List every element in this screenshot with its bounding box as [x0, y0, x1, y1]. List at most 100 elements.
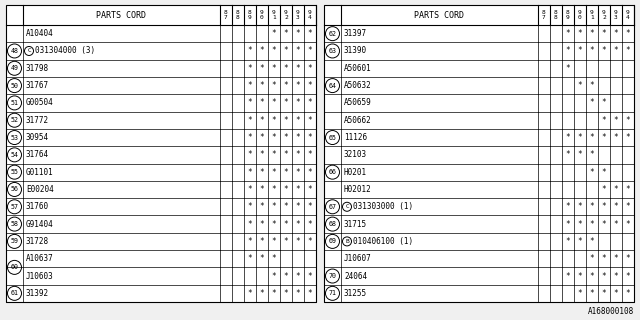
- Text: *: *: [296, 46, 300, 55]
- Text: 70: 70: [328, 273, 337, 279]
- Text: *: *: [602, 168, 606, 177]
- Text: *: *: [626, 289, 630, 298]
- Text: *: *: [296, 99, 300, 108]
- Text: *: *: [308, 29, 312, 38]
- Text: *: *: [272, 168, 276, 177]
- Text: *: *: [308, 202, 312, 211]
- Text: 24064: 24064: [344, 272, 367, 281]
- Text: PARTS CORD: PARTS CORD: [415, 11, 465, 20]
- Text: 9
1: 9 1: [590, 10, 594, 20]
- Text: *: *: [626, 133, 630, 142]
- Text: *: *: [626, 185, 630, 194]
- Text: *: *: [308, 289, 312, 298]
- Text: 67: 67: [328, 204, 337, 210]
- Text: 9
1: 9 1: [272, 10, 276, 20]
- Text: J10603: J10603: [26, 272, 54, 281]
- Text: *: *: [248, 168, 252, 177]
- Text: *: *: [296, 168, 300, 177]
- Text: G91404: G91404: [26, 220, 54, 228]
- Text: *: *: [614, 133, 618, 142]
- Text: C: C: [27, 48, 31, 53]
- Text: 48: 48: [10, 48, 19, 54]
- Text: *: *: [578, 81, 582, 90]
- Text: *: *: [614, 220, 618, 228]
- Text: *: *: [272, 29, 276, 38]
- Text: 60: 60: [10, 264, 19, 270]
- Text: 9
3: 9 3: [296, 10, 300, 20]
- Text: 11126: 11126: [344, 133, 367, 142]
- Text: *: *: [260, 289, 264, 298]
- Text: *: *: [284, 168, 288, 177]
- Text: *: *: [308, 150, 312, 159]
- Text: *: *: [626, 272, 630, 281]
- Text: *: *: [626, 254, 630, 263]
- Text: *: *: [284, 237, 288, 246]
- Text: *: *: [602, 254, 606, 263]
- Text: *: *: [614, 29, 618, 38]
- Text: *: *: [260, 133, 264, 142]
- Text: *: *: [248, 81, 252, 90]
- Text: *: *: [248, 46, 252, 55]
- Text: 031303000 (1): 031303000 (1): [353, 202, 413, 211]
- Text: *: *: [589, 150, 595, 159]
- Text: 49: 49: [10, 65, 19, 71]
- Text: *: *: [602, 185, 606, 194]
- Text: *: *: [272, 202, 276, 211]
- Text: *: *: [589, 168, 595, 177]
- Text: *: *: [272, 272, 276, 281]
- Text: 9
2: 9 2: [284, 10, 288, 20]
- Text: *: *: [578, 202, 582, 211]
- Text: *: *: [272, 237, 276, 246]
- Text: *: *: [284, 289, 288, 298]
- Text: *: *: [284, 81, 288, 90]
- Text: *: *: [578, 46, 582, 55]
- Text: 31764: 31764: [26, 150, 49, 159]
- Text: *: *: [272, 46, 276, 55]
- Text: *: *: [566, 202, 570, 211]
- Text: 32103: 32103: [344, 150, 367, 159]
- Text: *: *: [589, 46, 595, 55]
- Text: 31390: 31390: [344, 46, 367, 55]
- Text: 31772: 31772: [26, 116, 49, 125]
- Text: *: *: [260, 202, 264, 211]
- Text: *: *: [589, 81, 595, 90]
- Text: *: *: [626, 202, 630, 211]
- Text: A50659: A50659: [344, 99, 372, 108]
- Text: *: *: [566, 220, 570, 228]
- Text: *: *: [626, 29, 630, 38]
- Text: *: *: [260, 46, 264, 55]
- Text: *: *: [308, 220, 312, 228]
- Text: 58: 58: [10, 221, 19, 227]
- Text: 9
4: 9 4: [626, 10, 630, 20]
- Text: H02012: H02012: [344, 185, 372, 194]
- Text: 9
2: 9 2: [602, 10, 606, 20]
- Text: *: *: [296, 220, 300, 228]
- Text: 62: 62: [328, 31, 337, 37]
- Text: *: *: [626, 220, 630, 228]
- Text: *: *: [296, 272, 300, 281]
- Text: *: *: [248, 133, 252, 142]
- Text: *: *: [272, 150, 276, 159]
- Text: *: *: [272, 220, 276, 228]
- Text: 31392: 31392: [26, 289, 49, 298]
- Text: 9
4: 9 4: [308, 10, 312, 20]
- Text: A50632: A50632: [344, 81, 372, 90]
- Text: 50: 50: [10, 83, 19, 89]
- Text: 71: 71: [328, 290, 337, 296]
- Bar: [6, 5, 316, 302]
- Text: *: *: [614, 116, 618, 125]
- Text: *: *: [589, 272, 595, 281]
- Text: *: *: [296, 64, 300, 73]
- Text: 63: 63: [328, 48, 337, 54]
- Text: 69: 69: [328, 238, 337, 244]
- Text: *: *: [566, 46, 570, 55]
- Text: *: *: [260, 116, 264, 125]
- Text: A50662: A50662: [344, 116, 372, 125]
- Text: *: *: [614, 272, 618, 281]
- Text: *: *: [272, 99, 276, 108]
- Text: *: *: [284, 64, 288, 73]
- Text: 31255: 31255: [344, 289, 367, 298]
- Text: 31397: 31397: [344, 29, 367, 38]
- Text: *: *: [578, 289, 582, 298]
- Text: 57: 57: [10, 204, 19, 210]
